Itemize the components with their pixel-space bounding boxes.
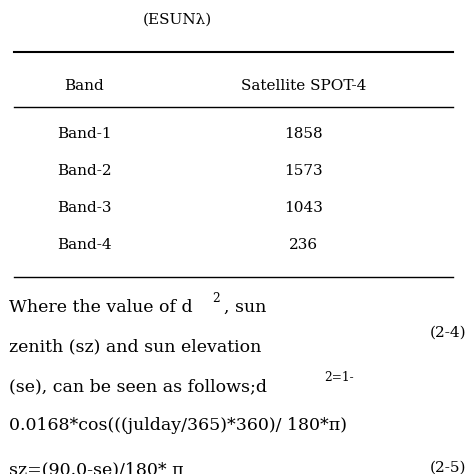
Text: Band-2: Band-2 (57, 164, 111, 178)
Text: (2-4): (2-4) (429, 326, 466, 339)
Text: 1858: 1858 (284, 127, 323, 141)
Text: (ESUNλ): (ESUNλ) (143, 13, 212, 27)
Text: Band: Band (64, 79, 104, 92)
Text: Satellite SPOT-4: Satellite SPOT-4 (241, 79, 366, 92)
Text: 2=1-: 2=1- (324, 371, 354, 384)
Text: Band-4: Band-4 (57, 238, 111, 252)
Text: zenith (sz) and sun elevation: zenith (sz) and sun elevation (9, 338, 262, 356)
Text: 2: 2 (212, 292, 220, 305)
Text: Band-3: Band-3 (57, 201, 111, 215)
Text: Band-1: Band-1 (57, 127, 111, 141)
Text: 236: 236 (289, 238, 318, 252)
Text: , sun: , sun (224, 299, 266, 316)
Text: (se), can be seen as follows;d: (se), can be seen as follows;d (9, 378, 267, 395)
Text: sz=(90.0-se)/180* π: sz=(90.0-se)/180* π (9, 461, 184, 474)
Text: Where the value of d: Where the value of d (9, 299, 193, 316)
Text: 0.0168*cos(((julday/365)*360)/ 180*π): 0.0168*cos(((julday/365)*360)/ 180*π) (9, 417, 347, 434)
Text: (2-5): (2-5) (429, 461, 466, 474)
Text: 1573: 1573 (284, 164, 323, 178)
Text: 1043: 1043 (284, 201, 323, 215)
